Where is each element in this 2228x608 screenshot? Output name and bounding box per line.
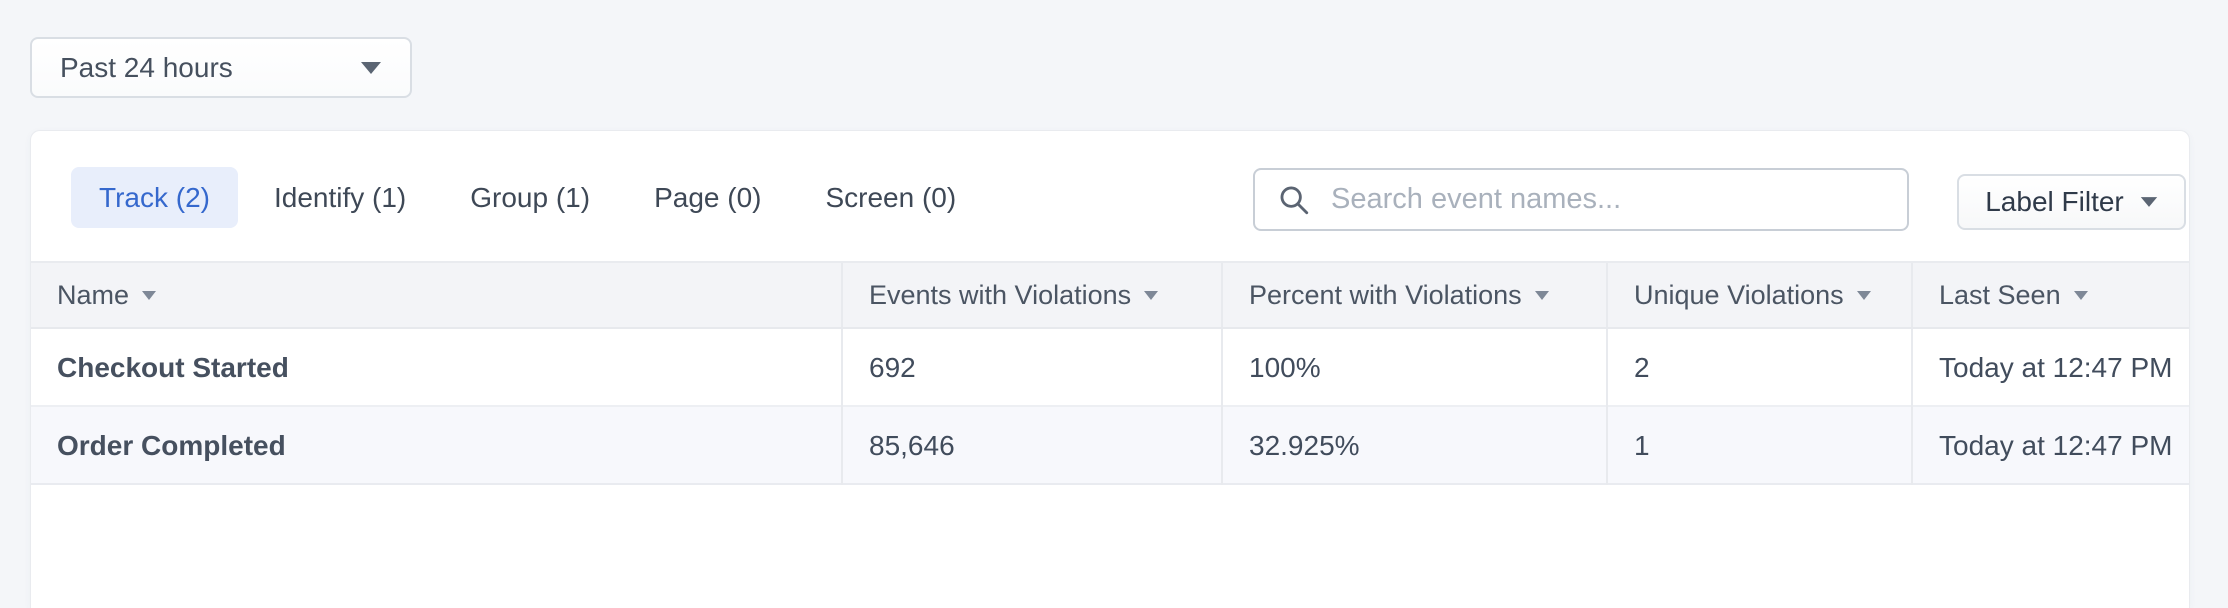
sort-caret-icon (142, 290, 157, 300)
table-body: Checkout Started 692 100% 2 Today at 12:… (31, 329, 2189, 485)
time-range-dropdown[interactable]: Past 24 hours (30, 37, 412, 98)
column-header-name[interactable]: Name (31, 263, 841, 327)
label-filter-dropdown[interactable]: Label Filter (1957, 174, 2186, 230)
events-with-violations-value: 692 (841, 329, 1221, 407)
chevron-down-icon (2140, 197, 2157, 207)
events-with-violations-value: 85,646 (841, 407, 1221, 485)
card-toolbar: Track (2) Identify (1) Group (1) Page (0… (31, 131, 2189, 261)
table-header: Name Events with Violations Percent with… (31, 261, 2189, 329)
search-icon (1280, 186, 1309, 214)
column-header-last-seen[interactable]: Last Seen (1911, 263, 2189, 327)
table-row[interactable]: Order Completed 85,646 32.925% 1 Today a… (31, 407, 2189, 485)
unique-violations-value: 2 (1606, 329, 1911, 407)
column-header-percent-with-violations[interactable]: Percent with Violations (1221, 263, 1606, 327)
event-type-tabs: Track (2) Identify (1) Group (1) Page (0… (71, 167, 984, 228)
event-name: Checkout Started (57, 352, 289, 383)
event-name: Order Completed (57, 430, 286, 461)
tab-screen[interactable]: Screen (0) (797, 167, 984, 228)
last-seen-value: Today at 12:47 PM (1911, 329, 2189, 407)
last-seen-value: Today at 12:47 PM (1911, 407, 2189, 485)
sort-caret-icon (2073, 290, 2088, 300)
table-row[interactable]: Checkout Started 692 100% 2 Today at 12:… (31, 329, 2189, 407)
column-header-events-with-violations[interactable]: Events with Violations (841, 263, 1221, 327)
unique-violations-value: 1 (1606, 407, 1911, 485)
sort-caret-icon (1856, 290, 1871, 300)
percent-with-violations-value: 100% (1221, 329, 1606, 407)
sort-caret-icon (1534, 290, 1549, 300)
tab-group[interactable]: Group (1) (442, 167, 618, 228)
percent-with-violations-value: 32.925% (1221, 407, 1606, 485)
sort-caret-icon (1144, 290, 1159, 300)
chevron-down-icon (361, 61, 381, 74)
tab-page[interactable]: Page (0) (626, 167, 789, 228)
column-header-unique-violations[interactable]: Unique Violations (1606, 263, 1911, 327)
search-input[interactable] (1329, 182, 1885, 217)
search-box[interactable] (1253, 168, 1909, 231)
events-card: Track (2) Identify (1) Group (1) Page (0… (30, 130, 2190, 608)
tab-track[interactable]: Track (2) (71, 167, 238, 228)
label-filter-label: Label Filter (1985, 186, 2124, 217)
tab-identify[interactable]: Identify (1) (246, 167, 434, 228)
time-range-label: Past 24 hours (60, 51, 233, 83)
